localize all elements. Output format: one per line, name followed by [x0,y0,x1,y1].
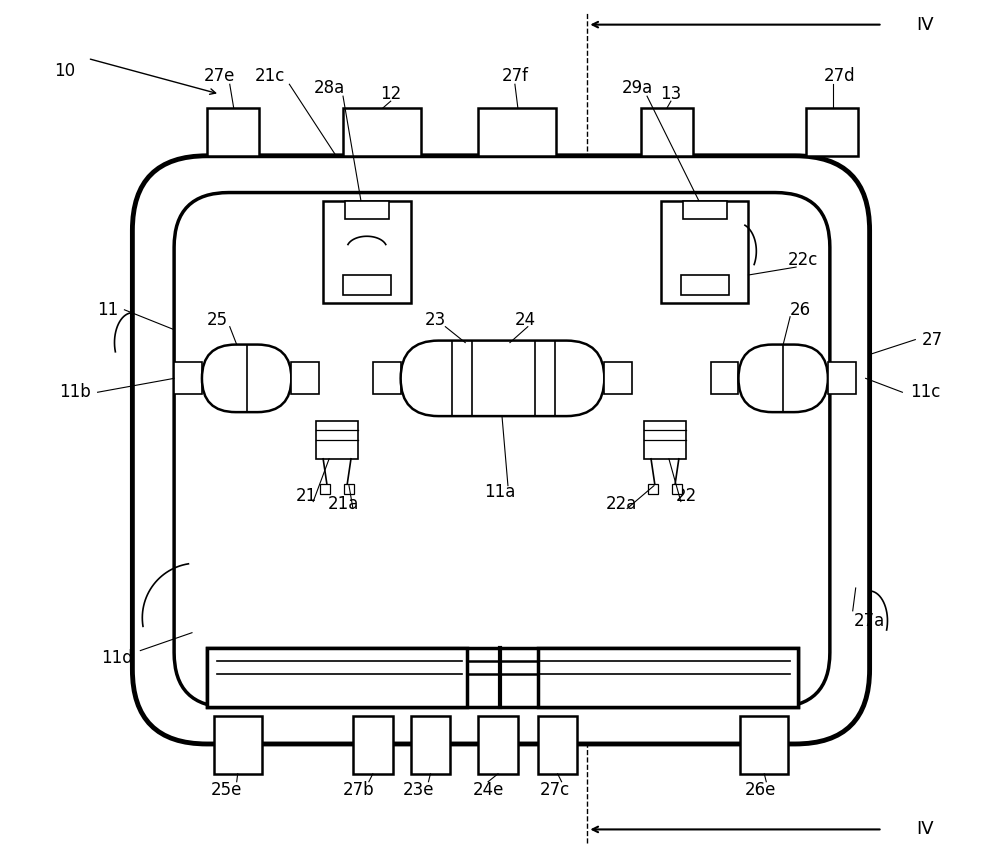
Bar [373,363,401,394]
Text: 29a: 29a [621,79,653,98]
Text: 26e: 26e [745,781,776,798]
Text: 21: 21 [296,486,317,505]
Text: 27: 27 [922,331,943,348]
Bar [344,484,354,493]
Text: IV: IV [916,821,934,838]
Bar [343,108,421,156]
Bar [323,201,411,303]
Bar [538,716,577,774]
Bar [661,201,748,303]
Text: 24: 24 [514,311,535,328]
Text: 11: 11 [97,301,118,319]
Text: 27b: 27b [343,781,375,798]
Bar [538,648,798,708]
Bar [604,363,632,394]
FancyBboxPatch shape [401,340,604,416]
Text: 11a: 11a [484,483,516,500]
Bar [343,275,391,295]
Text: 22: 22 [676,486,697,505]
Bar [681,275,729,295]
Bar [683,201,727,219]
Text: 27a: 27a [854,612,885,630]
Text: 25: 25 [206,311,227,328]
Bar [672,484,682,493]
Text: 27e: 27e [204,67,236,86]
Text: 22a: 22a [606,494,637,512]
Text: 21a: 21a [327,494,359,512]
Text: 27c: 27c [540,781,570,798]
Text: 12: 12 [380,86,401,103]
FancyBboxPatch shape [174,193,830,708]
Text: IV: IV [916,16,934,34]
Bar [207,108,259,156]
FancyBboxPatch shape [202,345,291,412]
Bar [806,108,858,156]
Text: 11b: 11b [59,384,91,401]
Text: 10: 10 [54,62,75,80]
Bar [207,648,467,708]
Bar [411,716,450,774]
Text: 11d: 11d [102,649,133,666]
Text: 23e: 23e [403,781,434,798]
Text: 22c: 22c [788,251,818,269]
Bar [291,363,319,394]
Text: 13: 13 [660,86,682,103]
Bar [353,716,393,774]
Bar [316,421,358,459]
Bar [641,108,693,156]
Bar [345,201,389,219]
FancyBboxPatch shape [738,345,828,412]
Text: 26: 26 [789,301,811,319]
Text: 23: 23 [425,311,446,328]
Bar [174,363,202,394]
Text: 28a: 28a [313,79,345,98]
Bar [478,108,556,156]
Bar [648,484,658,493]
Bar [644,421,686,459]
Bar [478,716,518,774]
Bar [740,716,788,774]
Bar [828,363,856,394]
Text: 21c: 21c [254,67,285,86]
Text: 25e: 25e [211,781,242,798]
Text: 27d: 27d [824,67,856,86]
FancyBboxPatch shape [132,156,870,744]
Bar [214,716,262,774]
Bar [711,363,738,394]
Text: 11c: 11c [910,384,940,401]
Text: 27f: 27f [501,67,528,86]
Text: 24e: 24e [472,781,504,798]
Bar [207,648,798,708]
Bar [320,484,330,493]
